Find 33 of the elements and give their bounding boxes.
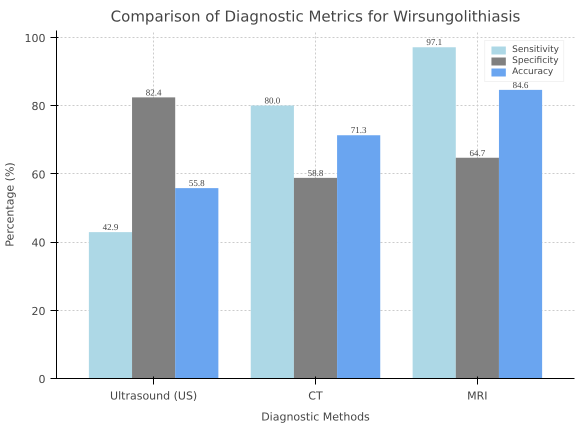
- data-label: 71.3: [350, 125, 368, 136]
- x-tick-label: Ultrasound (US): [110, 390, 198, 402]
- x-axis-title: Diagnostic Methods: [261, 410, 370, 424]
- y-tick-label: 20: [32, 304, 46, 318]
- legend-label: Sensitivity: [512, 45, 559, 55]
- data-label: 82.4: [146, 87, 162, 98]
- chart-title: Comparison of Diagnostic Metrics for Wirsungolithiasis: [110, 8, 521, 26]
- bar: [456, 158, 499, 378]
- y-tick-label: 80: [32, 100, 46, 114]
- data-label: 42.9: [102, 222, 119, 232]
- bar: [175, 188, 218, 378]
- y-tick-label: 100: [24, 32, 46, 45]
- bar: [498, 90, 542, 378]
- legend-label: Specificity: [512, 56, 559, 66]
- bar: [88, 232, 132, 378]
- bar: [294, 178, 338, 378]
- data-label: 97.1: [426, 37, 442, 48]
- x-tick-label: CT: [308, 390, 323, 402]
- y-tick-label: 40: [32, 236, 46, 250]
- data-label: 64.7: [470, 148, 486, 158]
- data-label: 58.8: [308, 168, 324, 178]
- data-label: 80.0: [264, 96, 281, 106]
- bar: [250, 106, 294, 378]
- legend-label: Accuracy: [512, 67, 554, 77]
- bar: [337, 135, 380, 378]
- y-tick-label: 0: [38, 373, 46, 386]
- data-label: 84.6: [512, 80, 529, 90]
- y-axis-title: Percentage (%): [4, 162, 17, 247]
- bar: [412, 47, 456, 378]
- x-tick-label: MRI: [467, 390, 488, 402]
- y-tick-label: 60: [32, 168, 46, 182]
- data-label: 55.8: [188, 178, 206, 188]
- bar: [132, 97, 176, 378]
